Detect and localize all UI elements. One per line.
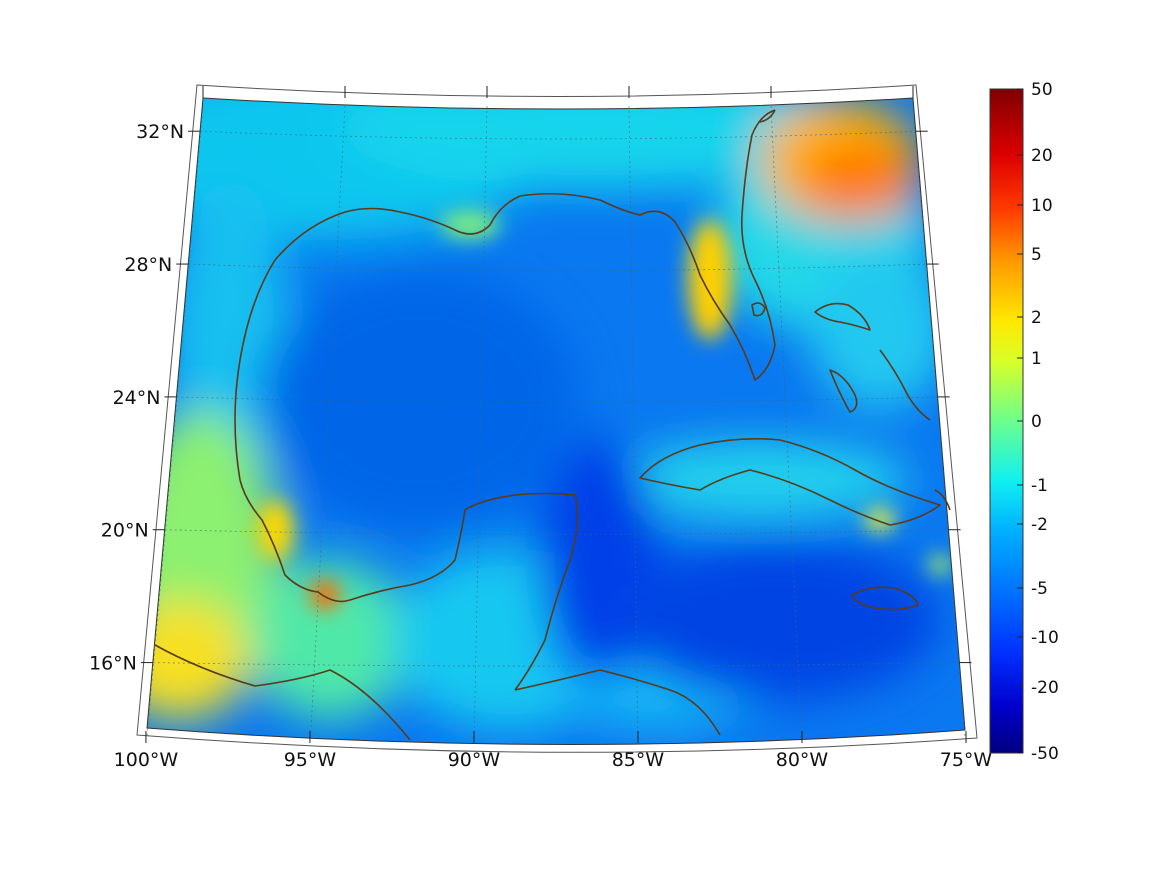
- meridian-line: [912, 105, 966, 738]
- coastline-bahamas-3: [879, 349, 931, 421]
- coastline-bahamas-2: [829, 369, 858, 413]
- meridian-line: [310, 105, 346, 738]
- coastline-central-america: [514, 669, 721, 736]
- coastline-jamaica: [851, 586, 919, 611]
- parallel-line: [176, 396, 938, 403]
- parallel-line: [164, 529, 949, 535]
- parallel-line: [200, 130, 916, 140]
- colorbar-tick-label: -2: [1031, 515, 1048, 535]
- map-frame-outer: [136, 84, 978, 753]
- meridian-line: [146, 105, 204, 738]
- coastline-atlantic-us: [759, 109, 776, 123]
- lon-tick-label: 75°W: [940, 749, 993, 771]
- coastline-us-gulf: [234, 109, 776, 481]
- coastline-bahamas-1: [814, 302, 871, 331]
- parallel-line: [152, 662, 960, 667]
- lon-tick-label: 90°W: [448, 749, 501, 771]
- lat-tick-label: 32°N: [136, 121, 184, 143]
- colorbar-tick-label: -20: [1031, 678, 1059, 698]
- data-field: [147, 98, 965, 745]
- parallel-line: [188, 263, 927, 272]
- colorbar-tick-label: -10: [1031, 628, 1059, 648]
- lat-tick-label: 20°N: [101, 520, 149, 542]
- meridian-line: [628, 105, 639, 738]
- colorbar-tick-label: 50: [1031, 80, 1053, 100]
- longitude-labels: 100°W 95°W 90°W 85°W 80°W 75°W: [114, 86, 993, 771]
- meridian-line: [473, 105, 488, 738]
- lat-tick-label: 16°N: [89, 653, 137, 675]
- coastline-mexico: [239, 479, 579, 691]
- colorbar-tick-label: -50: [1031, 744, 1059, 764]
- coastline-hispaniola: [934, 489, 951, 511]
- lon-tick-label: 85°W: [612, 749, 665, 771]
- colorbar-tick-label: 5: [1031, 245, 1042, 265]
- meridian-line: [770, 105, 802, 738]
- colorbar-tick-label: 0: [1031, 412, 1042, 432]
- lat-tick-label: 28°N: [124, 254, 172, 276]
- colorbar-tick-label: 1: [1031, 349, 1042, 369]
- lon-tick-label: 100°W: [114, 749, 179, 771]
- coastlines: [154, 109, 951, 741]
- lon-tick-label: 80°W: [776, 749, 829, 771]
- colorbar-tick-label: 10: [1031, 196, 1053, 216]
- colorbar-tick-label: 20: [1031, 146, 1053, 166]
- coastline-cuba: [639, 437, 941, 526]
- lon-tick-label: 95°W: [284, 749, 337, 771]
- coastline-lake-okeechobee: [751, 302, 766, 317]
- coastline-pacific: [154, 644, 411, 741]
- colorbar-tick-label: -5: [1031, 579, 1048, 599]
- colorbar-tick-label: 2: [1031, 308, 1042, 328]
- graticule: [146, 105, 966, 738]
- lat-tick-label: 24°N: [113, 387, 161, 409]
- colorbar-tick-label: -1: [1031, 476, 1048, 496]
- latitude-labels: 32°N 28°N 24°N 20°N 16°N: [89, 121, 972, 675]
